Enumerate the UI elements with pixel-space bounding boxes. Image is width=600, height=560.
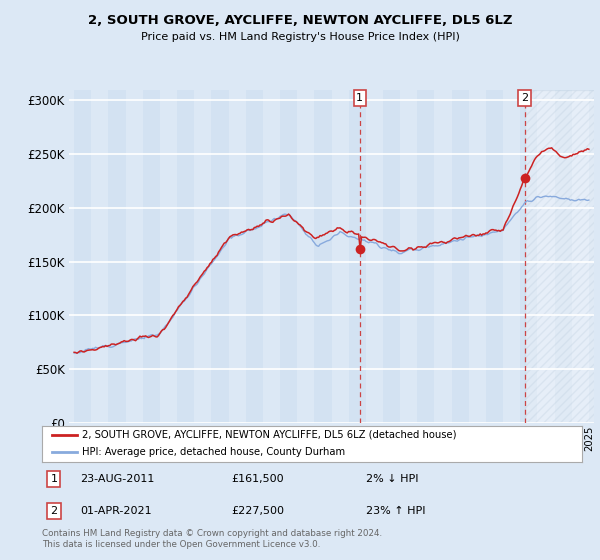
Bar [554,90,572,423]
Text: Contains HM Land Registry data © Crown copyright and database right 2024.
This d: Contains HM Land Registry data © Crown c… [42,529,382,549]
Bar [74,90,91,423]
Text: 2: 2 [521,93,528,103]
Text: Price paid vs. HM Land Registry's House Price Index (HPI): Price paid vs. HM Land Registry's House … [140,32,460,43]
Bar [486,90,503,423]
Bar [109,90,125,423]
Bar [452,90,469,423]
Bar [524,90,598,423]
Bar [143,90,160,423]
Bar [417,90,434,423]
Text: 2, SOUTH GROVE, AYCLIFFE, NEWTON AYCLIFFE, DL5 6LZ: 2, SOUTH GROVE, AYCLIFFE, NEWTON AYCLIFF… [88,14,512,27]
Text: 23% ↑ HPI: 23% ↑ HPI [366,506,425,516]
Bar [589,90,600,423]
Text: 01-APR-2021: 01-APR-2021 [80,506,151,516]
Bar [177,90,194,423]
Bar [314,90,332,423]
Bar [383,90,400,423]
Text: HPI: Average price, detached house, County Durham: HPI: Average price, detached house, Coun… [83,447,346,457]
Text: 2% ↓ HPI: 2% ↓ HPI [366,474,419,484]
Bar [280,90,297,423]
Text: £227,500: £227,500 [231,506,284,516]
Text: £161,500: £161,500 [231,474,284,484]
Text: 23-AUG-2011: 23-AUG-2011 [80,474,154,484]
Text: 1: 1 [356,93,364,103]
Bar [211,90,229,423]
Text: 1: 1 [50,474,58,484]
Bar [349,90,366,423]
Bar [246,90,263,423]
Text: 2: 2 [50,506,58,516]
Bar [520,90,538,423]
Text: 2, SOUTH GROVE, AYCLIFFE, NEWTON AYCLIFFE, DL5 6LZ (detached house): 2, SOUTH GROVE, AYCLIFFE, NEWTON AYCLIFF… [83,430,457,440]
